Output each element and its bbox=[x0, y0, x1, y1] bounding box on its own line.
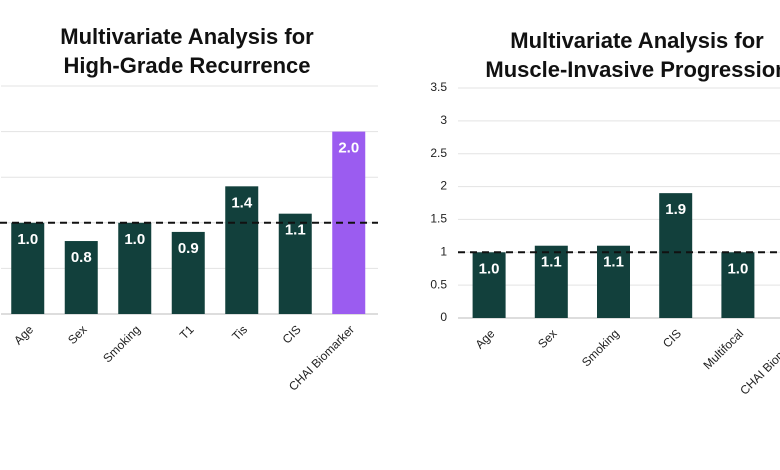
bar bbox=[278, 213, 312, 314]
value-label: 2.0 bbox=[338, 140, 359, 157]
x-tick-label: CIS bbox=[660, 326, 684, 350]
y-tick-label: 3 bbox=[440, 113, 447, 127]
value-label: 0.9 bbox=[178, 240, 199, 257]
x-tick-label: Tis bbox=[229, 322, 250, 343]
value-label: 1.1 bbox=[603, 254, 624, 271]
y-tick-label: 2 bbox=[440, 179, 447, 193]
y-tick-label: 2.5 bbox=[430, 146, 447, 160]
x-tick-label: Smoking bbox=[579, 326, 622, 369]
x-tick-label: Sex bbox=[65, 322, 90, 347]
value-label: 1.0 bbox=[479, 260, 500, 277]
value-label: 1.0 bbox=[727, 260, 748, 277]
value-label: 0.8 bbox=[71, 249, 92, 266]
bar bbox=[659, 193, 693, 318]
chart-title: Muscle-Invasive Progression bbox=[485, 57, 780, 82]
value-label: 1.4 bbox=[231, 194, 253, 211]
chart-title: Multivariate Analysis for bbox=[510, 28, 764, 53]
x-tick-label: Age bbox=[11, 322, 36, 347]
y-tick-label: 0.5 bbox=[430, 277, 447, 291]
bar bbox=[118, 222, 152, 314]
x-tick-label: Age bbox=[472, 326, 497, 351]
value-label: 1.1 bbox=[541, 254, 562, 271]
chart-title: Multivariate Analysis for bbox=[60, 24, 314, 49]
bar bbox=[597, 245, 630, 318]
x-tick-label: CIS bbox=[280, 322, 304, 346]
y-tick-label: 0 bbox=[440, 310, 447, 324]
value-label: 1.0 bbox=[124, 231, 145, 248]
x-tick-label: Smoking bbox=[100, 322, 143, 365]
bar bbox=[472, 252, 506, 318]
x-tick-label: T1 bbox=[177, 322, 197, 342]
bar bbox=[64, 241, 98, 314]
bar bbox=[534, 245, 568, 318]
bar bbox=[225, 186, 259, 314]
value-label: 1.1 bbox=[285, 222, 306, 239]
y-tick-label: 1.5 bbox=[430, 212, 447, 226]
bar bbox=[11, 222, 45, 314]
x-tick-label: Sex bbox=[535, 326, 560, 351]
bar bbox=[171, 231, 205, 314]
bar bbox=[721, 252, 755, 318]
y-tick-label: 3.5 bbox=[430, 80, 447, 94]
x-tick-label: Multifocal bbox=[701, 326, 747, 372]
value-label: 1.0 bbox=[17, 231, 38, 248]
y-tick-label: 1 bbox=[440, 244, 447, 258]
chart-title: High-Grade Recurrence bbox=[64, 53, 311, 78]
value-label: 1.9 bbox=[665, 201, 686, 218]
